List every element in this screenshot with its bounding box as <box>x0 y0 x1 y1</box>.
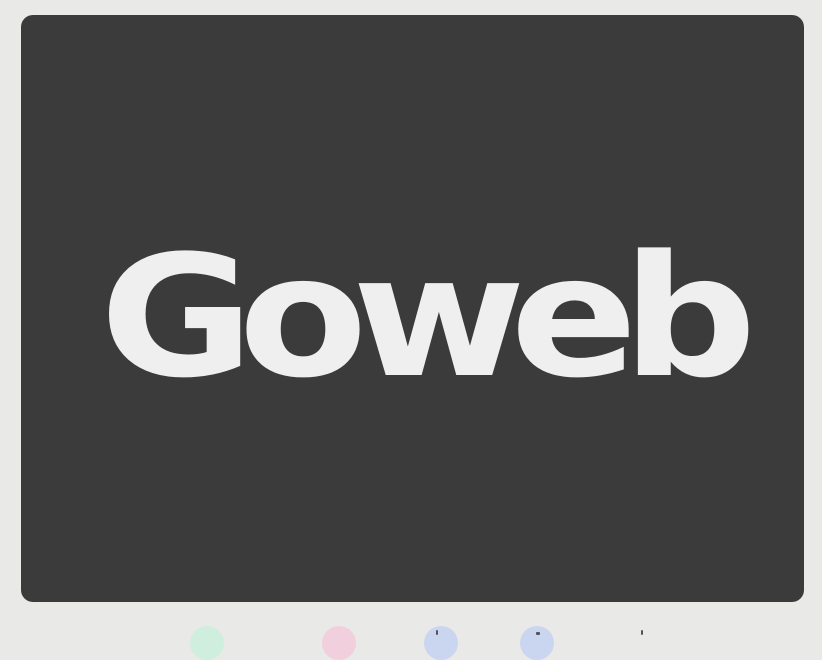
dock-indicator-icon <box>436 630 438 635</box>
app-icon-green[interactable] <box>190 626 224 660</box>
logo-card: Goweb <box>21 15 804 602</box>
app-icon-pink[interactable] <box>322 626 356 660</box>
dock-bar <box>0 620 822 660</box>
app-icon-blue[interactable] <box>424 626 458 660</box>
dock-indicator-icon-3 <box>641 630 643 635</box>
logo-container: Goweb <box>21 15 804 602</box>
brand-logo: Goweb <box>99 218 757 415</box>
dock-indicator-icon-2 <box>536 632 540 635</box>
